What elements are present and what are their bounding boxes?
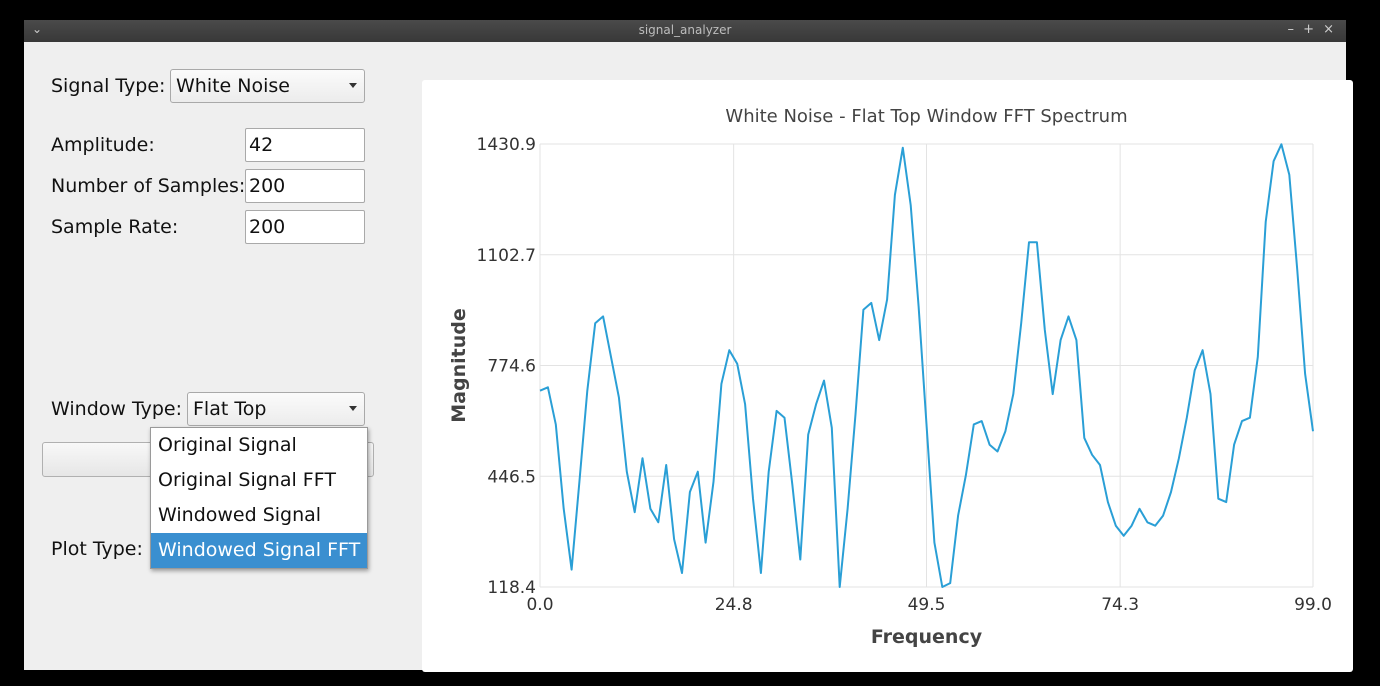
x-axis-label: Frequency [871, 626, 983, 648]
signal-type-value: White Noise [176, 75, 290, 97]
x-tick-label: 99.0 [1294, 595, 1332, 615]
y-tick-label: 446.5 [487, 467, 536, 487]
chevron-down-icon [349, 406, 357, 411]
maximize-button[interactable]: + [1303, 22, 1314, 37]
minimize-button[interactable]: – [1287, 22, 1295, 37]
close-button[interactable]: × [1323, 22, 1334, 37]
amplitude-label: Amplitude: [51, 134, 155, 156]
signal-type-label: Signal Type: [51, 75, 166, 97]
signal-type-select[interactable]: White Noise [170, 69, 365, 103]
window-type-label: Window Type: [51, 398, 182, 420]
y-tick-label: 1102.7 [477, 246, 536, 266]
chart-title: White Noise - Flat Top Window FFT Spectr… [725, 106, 1127, 127]
samples-input[interactable]: 200 [245, 169, 365, 203]
y-tick-label: 118.4 [487, 578, 536, 598]
window-type-value: Flat Top [193, 398, 267, 420]
plot-option-windowed-signal-fft[interactable]: Windowed Signal FFT [151, 533, 367, 568]
plot-option-original-signal-fft[interactable]: Original Signal FFT [158, 469, 336, 491]
plot-option-windowed-signal[interactable]: Windowed Signal [158, 504, 322, 526]
app-window: ⌄ signal_analyzer – + × Signal Type: Whi… [24, 20, 1353, 672]
x-tick-label: 24.8 [715, 595, 753, 615]
x-tick-label: 49.5 [908, 595, 946, 615]
plot-type-label: Plot Type: [51, 538, 143, 560]
window-menu-button[interactable]: ⌄ [32, 22, 43, 36]
x-tick-label: 74.3 [1101, 595, 1139, 615]
y-axis-label: Magnitude [448, 308, 470, 422]
sample-rate-input[interactable]: 200 [245, 210, 365, 244]
amplitude-input[interactable]: 42 [245, 128, 365, 162]
chevron-down-icon [349, 83, 357, 88]
window-title: signal_analyzer [638, 23, 732, 37]
window-type-select[interactable]: Flat Top [187, 392, 365, 426]
series-line [539, 143, 1314, 588]
sample-rate-label: Sample Rate: [51, 216, 179, 238]
plot-type-dropdown: Original Signal Original Signal FFT Wind… [150, 427, 368, 569]
plot-option-original-signal[interactable]: Original Signal [158, 434, 297, 456]
fft-chart: 0.0 24.8 49.5 74.3 99.0 118.4 446.5 774.6 1102.7… [448, 106, 1332, 648]
plot-panel: 0.0 24.8 49.5 74.3 99.0 118.4 446.5 774.6 1102.7… [422, 80, 1353, 672]
x-tick-label: 0.0 [526, 595, 553, 615]
title-bar: ⌄ signal_analyzer – + × [24, 20, 1346, 42]
y-tick-label: 774.6 [487, 357, 536, 377]
y-tick-label: 1430.9 [477, 135, 536, 155]
samples-label: Number of Samples: [51, 175, 246, 197]
